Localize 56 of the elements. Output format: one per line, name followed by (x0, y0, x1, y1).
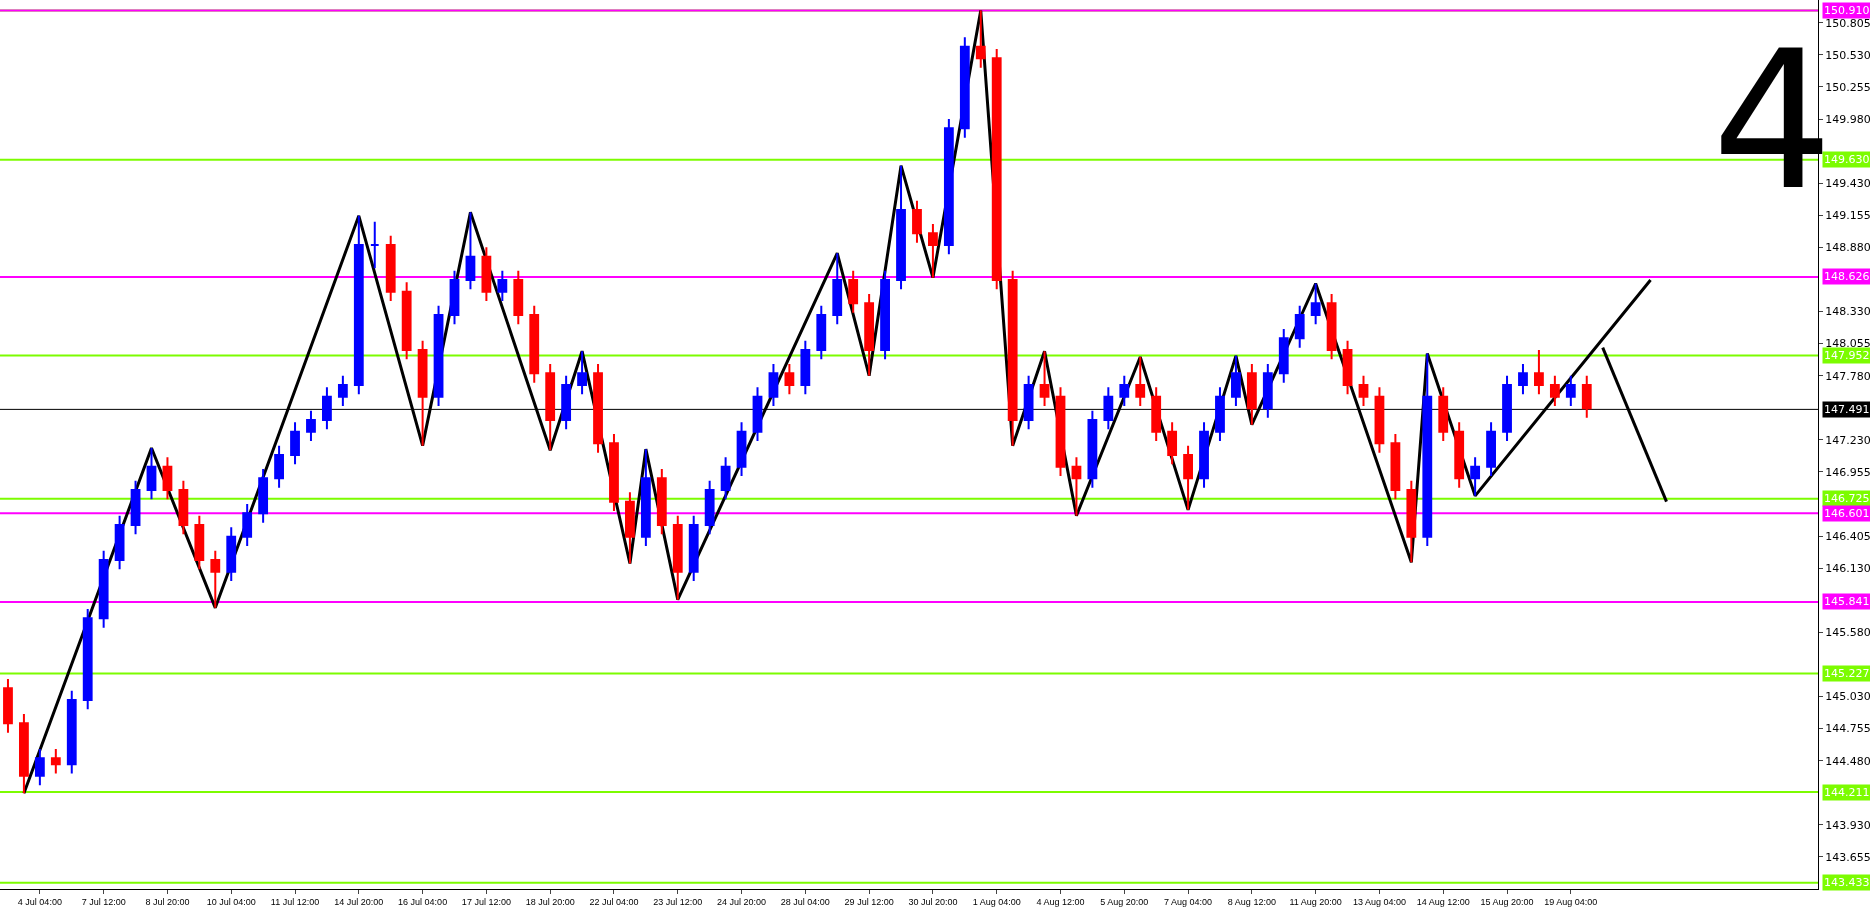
y-tick-label: 149.155 (1825, 209, 1870, 223)
x-tick-label: 5 Aug 20:00 (1100, 896, 1149, 907)
x-tick-label: 19 Aug 04:00 (1544, 896, 1598, 907)
x-tick-label: 8 Aug 12:00 (1227, 896, 1276, 907)
y-tick-label: 150.255 (1825, 80, 1870, 94)
x-tick-label: 30 Jul 20:00 (908, 896, 958, 907)
y-tick-label: 143.655 (1825, 850, 1870, 864)
ref-line-label: 144.211 (1824, 786, 1870, 799)
x-tick-label: 11 Jul 12:00 (270, 896, 320, 907)
y-tick-label: 147.780 (1825, 369, 1870, 383)
y-tick-label: 144.755 (1825, 722, 1870, 736)
x-tick-label: 10 Jul 04:00 (206, 896, 256, 907)
ref-line-label: 147.952 (1824, 349, 1870, 362)
x-tick-label: 7 Aug 04:00 (1164, 896, 1213, 907)
x-tick-label: 11 Aug 20:00 (1289, 896, 1342, 907)
ref-line-label: 150.910 (1824, 4, 1870, 17)
x-tick-label: 22 Jul 04:00 (589, 896, 639, 907)
ref-line-label: 146.601 (1824, 507, 1870, 520)
y-tick-label: 143.930 (1825, 818, 1870, 832)
y-tick-label: 148.055 (1825, 337, 1870, 351)
y-tick-label: 149.980 (1825, 112, 1870, 126)
ref-line-label: 145.841 (1824, 595, 1870, 608)
x-tick-label: 14 Jul 20:00 (334, 896, 384, 907)
y-tick-label: 146.405 (1825, 529, 1870, 543)
x-tick-label: 8 Jul 20:00 (145, 896, 190, 907)
x-tick-label: 24 Jul 20:00 (717, 896, 767, 907)
x-tick-label: 23 Jul 12:00 (653, 896, 703, 907)
ref-line-label: 145.227 (1824, 667, 1870, 680)
ref-line-label: 143.433 (1824, 876, 1870, 889)
y-tick-label: 146.955 (1825, 465, 1870, 479)
x-tick-label: 7 Jul 12:00 (81, 896, 126, 907)
ref-line-label: 147.491 (1824, 403, 1870, 416)
y-tick-label: 144.480 (1825, 754, 1870, 768)
x-tick-label: 4 Aug 12:00 (1036, 896, 1085, 907)
y-tick-label: 145.030 (1825, 690, 1870, 704)
x-tick-label: 17 Jul 12:00 (461, 896, 511, 907)
y-tick-label: 145.580 (1825, 626, 1870, 640)
y-tick-label: 148.330 (1825, 305, 1870, 319)
y-tick-label: 150.530 (1825, 48, 1870, 62)
ref-line-label: 149.630 (1824, 153, 1870, 166)
y-tick-label: 150.805 (1825, 16, 1870, 30)
y-tick-label: 147.230 (1825, 433, 1870, 447)
x-tick-label: 29 Jul 12:00 (844, 896, 894, 907)
y-tick-label: 146.130 (1825, 562, 1870, 576)
x-tick-label: 13 Aug 04:00 (1352, 896, 1406, 907)
x-tick-label: 16 Jul 04:00 (398, 896, 448, 907)
x-tick-label: 15 Aug 20:00 (1480, 896, 1534, 907)
x-tick-label: 1 Aug 04:00 (972, 896, 1021, 907)
x-tick-label: 28 Jul 04:00 (780, 896, 830, 907)
x-tick-label: 14 Aug 12:00 (1416, 896, 1470, 907)
y-tick-label: 149.430 (1825, 177, 1870, 191)
y-tick-label: 148.880 (1825, 241, 1870, 255)
ref-line-label: 148.626 (1824, 270, 1870, 283)
x-tick-label: 18 Jul 20:00 (525, 896, 575, 907)
ref-line-label: 146.725 (1824, 492, 1870, 505)
x-tick-label: 4 Jul 04:00 (17, 896, 62, 907)
